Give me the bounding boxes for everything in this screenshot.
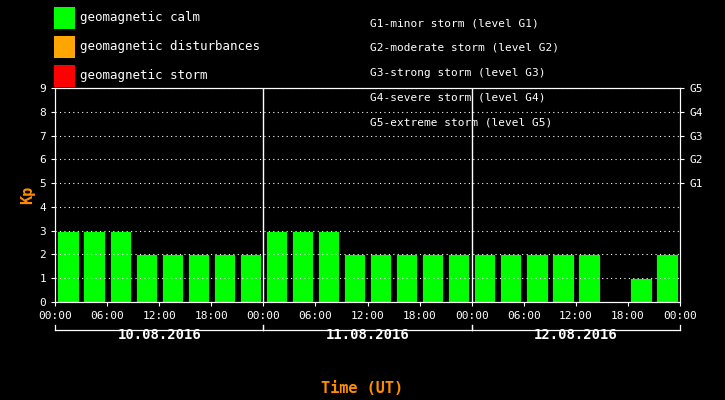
- Bar: [266, 231, 287, 302]
- Text: G1-minor storm (level G1): G1-minor storm (level G1): [370, 18, 539, 28]
- Bar: [552, 254, 573, 302]
- Bar: [136, 254, 157, 302]
- Y-axis label: Kp: Kp: [20, 186, 35, 204]
- Bar: [318, 231, 339, 302]
- Bar: [162, 254, 183, 302]
- Bar: [109, 231, 131, 302]
- Bar: [448, 254, 469, 302]
- Text: G2-moderate storm (level G2): G2-moderate storm (level G2): [370, 43, 559, 53]
- Bar: [474, 254, 495, 302]
- Bar: [422, 254, 444, 302]
- Text: geomagnetic calm: geomagnetic calm: [80, 12, 201, 24]
- Text: geomagnetic storm: geomagnetic storm: [80, 69, 208, 82]
- Text: G5-extreme storm (level G5): G5-extreme storm (level G5): [370, 117, 552, 127]
- Bar: [526, 254, 547, 302]
- Bar: [344, 254, 365, 302]
- Bar: [370, 254, 392, 302]
- Bar: [57, 231, 79, 302]
- Bar: [188, 254, 209, 302]
- Bar: [500, 254, 521, 302]
- Bar: [214, 254, 235, 302]
- Text: 11.08.2016: 11.08.2016: [326, 328, 410, 342]
- Bar: [630, 278, 652, 302]
- Bar: [83, 231, 105, 302]
- Text: 10.08.2016: 10.08.2016: [117, 328, 201, 342]
- Text: 12.08.2016: 12.08.2016: [534, 328, 618, 342]
- Bar: [396, 254, 418, 302]
- Text: geomagnetic disturbances: geomagnetic disturbances: [80, 40, 260, 53]
- Bar: [240, 254, 261, 302]
- Text: Time (UT): Time (UT): [321, 381, 404, 396]
- Text: G4-severe storm (level G4): G4-severe storm (level G4): [370, 92, 545, 102]
- Bar: [579, 254, 600, 302]
- Bar: [656, 254, 678, 302]
- Text: G3-strong storm (level G3): G3-strong storm (level G3): [370, 68, 545, 78]
- Bar: [291, 231, 313, 302]
